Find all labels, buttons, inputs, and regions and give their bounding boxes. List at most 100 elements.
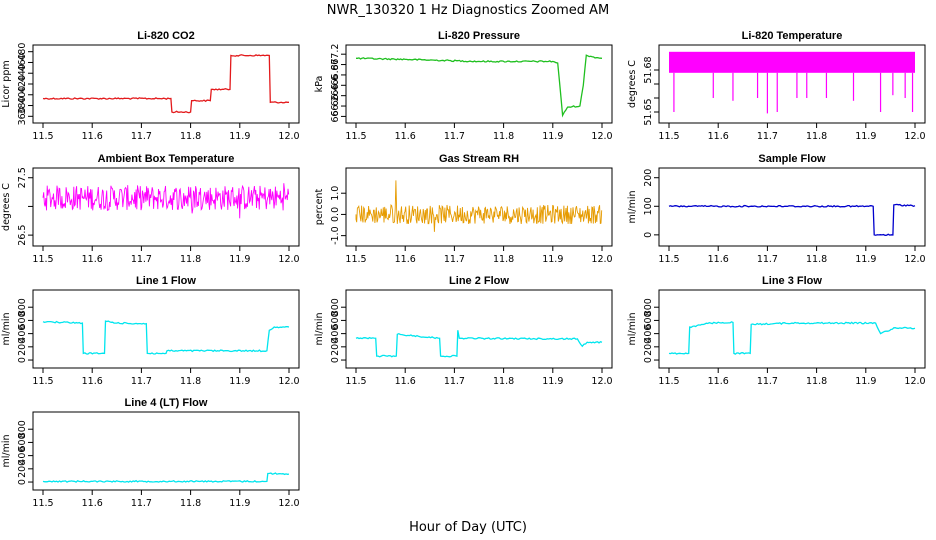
panels: Li-820 CO2 Licor ppm 11.5 11.6 11.7 11.8 11.9 1…: [1, 30, 926, 509]
x-tick-label: 11.5: [658, 254, 679, 265]
x-tick-label: 11.8: [180, 498, 201, 509]
x-tick-label: 11.7: [757, 131, 778, 142]
y-tick-label: -1.0: [330, 226, 341, 245]
panel-3: Li-820 Temperature degrees C 11.5 11.6 11.7 1…: [627, 30, 926, 142]
y-tick-label: 600: [330, 311, 341, 329]
y-tick-label: 200: [643, 169, 654, 187]
x-tick-label: 11.7: [444, 131, 465, 142]
series-band: [669, 51, 915, 73]
series-line: [42, 183, 290, 219]
x-tick-label: 11.7: [757, 254, 778, 265]
x-tick-label: 11.7: [131, 498, 152, 509]
panel-7: Line 1 Flow ml/min 11.5 11.6 11.7 11.8 11.9 12.…: [1, 275, 300, 387]
y-tick-label: 400: [17, 325, 28, 343]
x-tick-label: 11.9: [855, 254, 876, 265]
plot-frame: [658, 289, 926, 369]
x-tick-label: 12.0: [278, 376, 299, 387]
x-tick-label: 11.6: [708, 376, 729, 387]
y-tick-label: 67: [330, 59, 341, 71]
x-tick-label: 11.8: [806, 254, 827, 265]
plot-frame: [32, 289, 300, 369]
x-tick-label: 11.6: [82, 376, 103, 387]
y-tick-label: 400: [17, 447, 28, 465]
x-tick-label: 11.5: [32, 254, 53, 265]
x-tick-label: 11.6: [82, 498, 103, 509]
x-tick-label: 11.6: [395, 254, 416, 265]
y-tick-label: 200: [17, 338, 28, 356]
y-tick-label: 360: [17, 107, 28, 125]
y-tick-label: 67.2: [330, 44, 341, 65]
x-tick-label: 11.8: [180, 131, 201, 142]
x-tick-label: 11.9: [542, 376, 563, 387]
panel-1: Li-820 CO2 Licor ppm 11.5 11.6 11.7 11.8 11.9 1…: [1, 30, 300, 142]
plot-frame: [32, 167, 300, 247]
panel-title: Li-820 Temperature: [742, 30, 843, 42]
series-line: [668, 203, 916, 236]
y-tick-label: 600: [643, 311, 654, 329]
y-tick-label: 0.0: [330, 207, 341, 222]
y-tick-label: 66.2: [330, 95, 341, 116]
y-tick-label: 100: [643, 197, 654, 215]
y-tick-label: 200: [17, 460, 28, 478]
y-axis-label: degrees C: [627, 60, 638, 108]
panel-title: Ambient Box Temperature: [98, 153, 235, 165]
figure-xlabel: Hour of Day (UTC): [409, 520, 527, 535]
x-tick-label: 11.9: [855, 376, 876, 387]
x-tick-label: 11.6: [82, 131, 103, 142]
y-tick-label: 400: [17, 86, 28, 104]
x-tick-label: 12.0: [278, 131, 299, 142]
x-tick-label: 12.0: [904, 254, 925, 265]
panel-title: Line 1 Flow: [136, 275, 196, 287]
plot-frame: [658, 167, 926, 247]
y-tick-label: 66: [330, 110, 341, 122]
y-tick-label: 400: [643, 325, 654, 343]
y-tick-label: 800: [17, 298, 28, 316]
x-tick-label: 11.5: [345, 131, 366, 142]
y-tick-label: 26.5: [17, 225, 28, 246]
y-axis-label: percent: [314, 189, 325, 226]
x-tick-label: 11.8: [180, 254, 201, 265]
x-tick-label: 12.0: [591, 131, 612, 142]
x-tick-label: 11.6: [708, 254, 729, 265]
y-tick-label: 600: [17, 433, 28, 451]
y-axis-label: ml/min: [1, 312, 12, 345]
plot-frame: [32, 411, 300, 491]
x-tick-label: 11.5: [345, 376, 366, 387]
panel-10: Line 4 (LT) Flow ml/min 11.5 11.6 11.7 11.8 11…: [1, 397, 300, 509]
panel-2: Li-820 Pressure kPa 11.5 11.6 11.7 11.8 11.9 12…: [314, 30, 613, 142]
y-tick-label: 480: [17, 43, 28, 61]
x-tick-label: 11.6: [708, 131, 729, 142]
x-tick-label: 11.5: [32, 376, 53, 387]
x-tick-label: 11.5: [32, 131, 53, 142]
y-tick-label: 51.65: [643, 98, 654, 125]
y-tick-label: 460: [17, 53, 28, 71]
y-axis-label: ml/min: [627, 190, 638, 223]
y-tick-label: 440: [17, 64, 28, 82]
x-tick-label: 12.0: [278, 498, 299, 509]
y-tick-label: 66.6: [330, 75, 341, 96]
x-tick-label: 11.7: [131, 131, 152, 142]
x-tick-label: 11.8: [493, 254, 514, 265]
y-tick-label: 420: [17, 75, 28, 93]
x-tick-label: 11.6: [395, 376, 416, 387]
panel-5: Gas Stream RH percent 11.5 11.6 11.7 11.8 11.9…: [314, 153, 613, 265]
y-tick-label: 0: [643, 357, 654, 363]
x-tick-label: 11.5: [658, 376, 679, 387]
y-tick-label: 0: [643, 232, 654, 238]
y-tick-label: 600: [17, 311, 28, 329]
y-axis-label: ml/min: [314, 312, 325, 345]
x-tick-label: 11.9: [229, 376, 250, 387]
x-tick-label: 11.6: [82, 254, 103, 265]
x-tick-label: 11.7: [757, 376, 778, 387]
panel-title: Li-820 Pressure: [438, 30, 520, 42]
x-tick-label: 11.5: [32, 498, 53, 509]
x-tick-label: 11.8: [493, 131, 514, 142]
y-axis-label: Licor ppm: [1, 60, 12, 107]
y-axis-label: ml/min: [627, 312, 638, 345]
y-tick-label: 51.68: [643, 56, 654, 83]
y-axis-label: degrees C: [1, 183, 12, 231]
x-tick-label: 11.7: [444, 376, 465, 387]
x-tick-label: 11.7: [131, 254, 152, 265]
y-tick-label: 66.8: [330, 64, 341, 85]
